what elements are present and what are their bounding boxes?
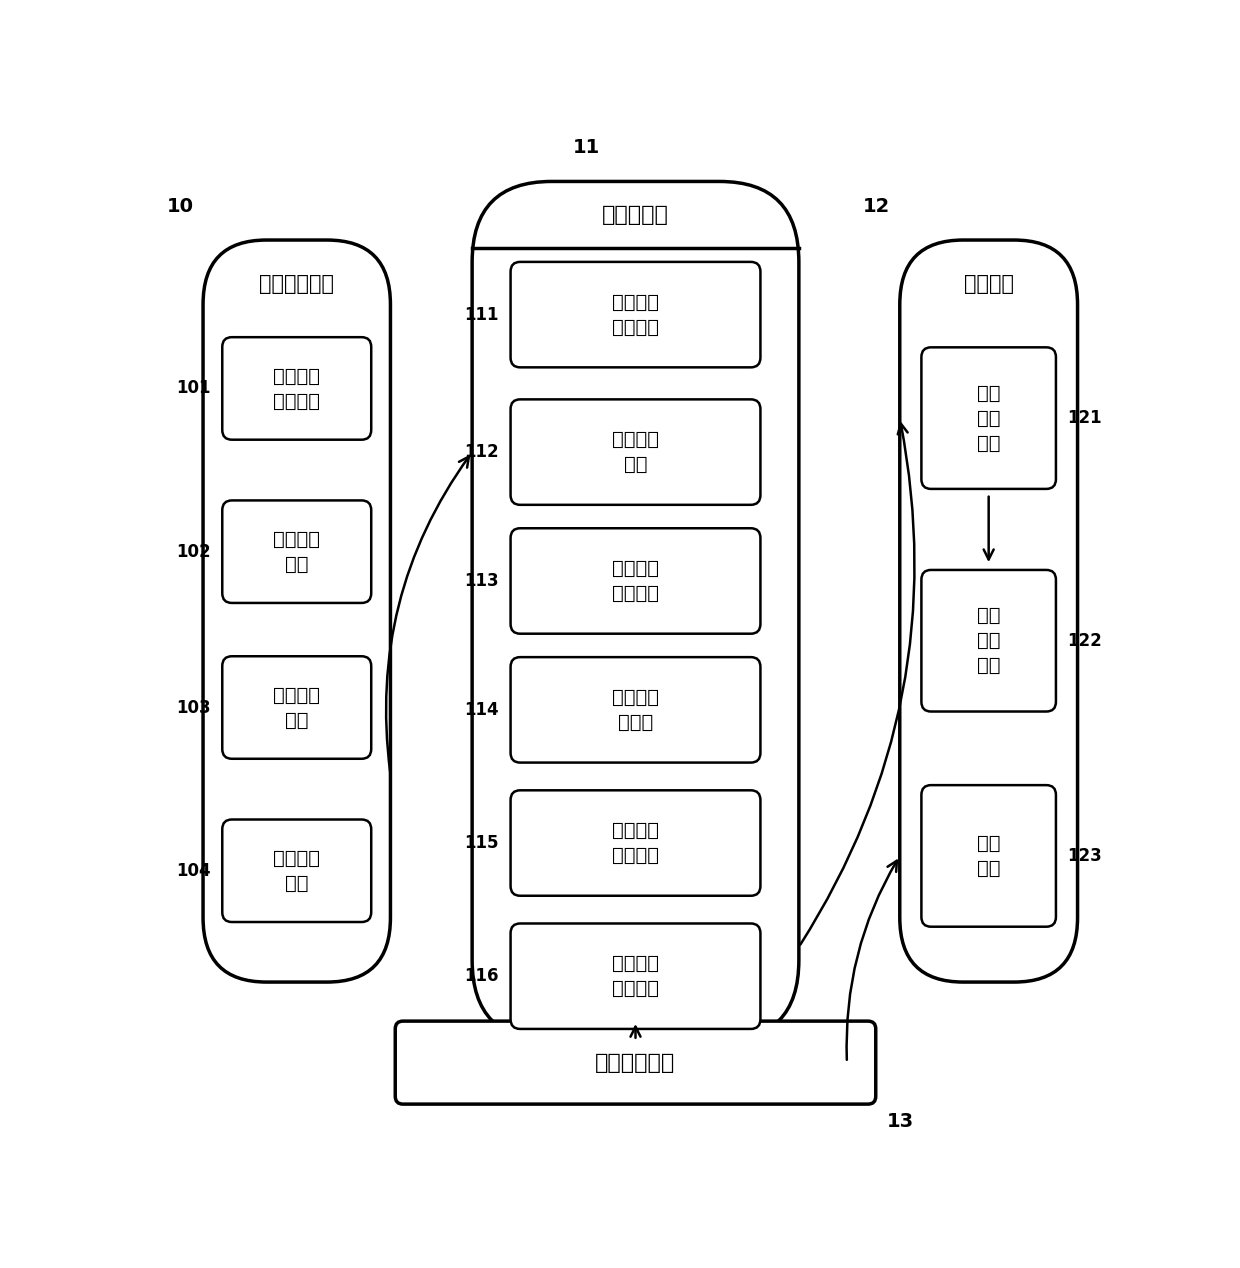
Text: 云控制平台: 云控制平台 [603, 204, 668, 224]
FancyBboxPatch shape [900, 240, 1078, 981]
FancyBboxPatch shape [511, 529, 760, 634]
Text: 103: 103 [176, 699, 211, 716]
Text: 数据上传
模块: 数据上传 模块 [273, 848, 320, 893]
Text: 104: 104 [176, 862, 211, 880]
Text: 114: 114 [465, 701, 498, 719]
Text: 喷洒等级
计算模块: 喷洒等级 计算模块 [613, 559, 658, 604]
FancyBboxPatch shape [511, 790, 760, 895]
Text: 115: 115 [465, 834, 498, 852]
FancyBboxPatch shape [921, 569, 1056, 711]
Text: 116: 116 [465, 967, 498, 985]
FancyBboxPatch shape [511, 262, 760, 368]
Text: 波段选择
模块: 波段选择 模块 [613, 430, 658, 474]
FancyBboxPatch shape [222, 501, 371, 604]
Text: 施药
飞控
模块: 施药 飞控 模块 [977, 384, 1001, 453]
Text: 10: 10 [166, 197, 193, 216]
Text: 监测定位
模块: 监测定位 模块 [273, 686, 320, 729]
Text: 植被指数
计算模块: 植被指数 计算模块 [613, 293, 658, 336]
FancyBboxPatch shape [222, 337, 371, 440]
FancyBboxPatch shape [203, 240, 391, 981]
Text: 监测飞控
模块: 监测飞控 模块 [273, 530, 320, 573]
Text: 作业系统: 作业系统 [963, 274, 1013, 294]
Text: 123: 123 [1068, 847, 1102, 865]
Text: 变量文件
下发模块: 变量文件 下发模块 [613, 955, 658, 998]
FancyBboxPatch shape [921, 785, 1056, 927]
FancyBboxPatch shape [222, 819, 371, 922]
Text: 101: 101 [176, 379, 211, 397]
Text: 11: 11 [573, 138, 600, 157]
Text: 121: 121 [1068, 410, 1102, 427]
Text: 111: 111 [465, 306, 498, 323]
FancyBboxPatch shape [511, 399, 760, 505]
FancyBboxPatch shape [222, 657, 371, 758]
FancyBboxPatch shape [396, 1021, 875, 1104]
Text: 地面控制系统: 地面控制系统 [595, 1052, 676, 1073]
FancyBboxPatch shape [921, 347, 1056, 489]
Text: 112: 112 [465, 443, 498, 462]
FancyBboxPatch shape [511, 657, 760, 762]
Text: 喷洒
系统: 喷洒 系统 [977, 834, 1001, 877]
Text: 变量文件
形成模块: 变量文件 形成模块 [613, 822, 658, 865]
FancyBboxPatch shape [472, 181, 799, 1041]
Text: 122: 122 [1068, 631, 1102, 649]
Text: 102: 102 [176, 543, 211, 560]
Text: 12: 12 [863, 197, 890, 216]
FancyBboxPatch shape [511, 923, 760, 1028]
Text: 施药
定位
模块: 施药 定位 模块 [977, 606, 1001, 676]
Text: 113: 113 [465, 572, 498, 590]
Text: 高光谱遥
感监测仪: 高光谱遥 感监测仪 [273, 366, 320, 411]
Text: 13: 13 [888, 1112, 914, 1131]
Text: 喷洒量计
算模块: 喷洒量计 算模块 [613, 687, 658, 732]
Text: 数据监测系统: 数据监测系统 [259, 274, 335, 294]
